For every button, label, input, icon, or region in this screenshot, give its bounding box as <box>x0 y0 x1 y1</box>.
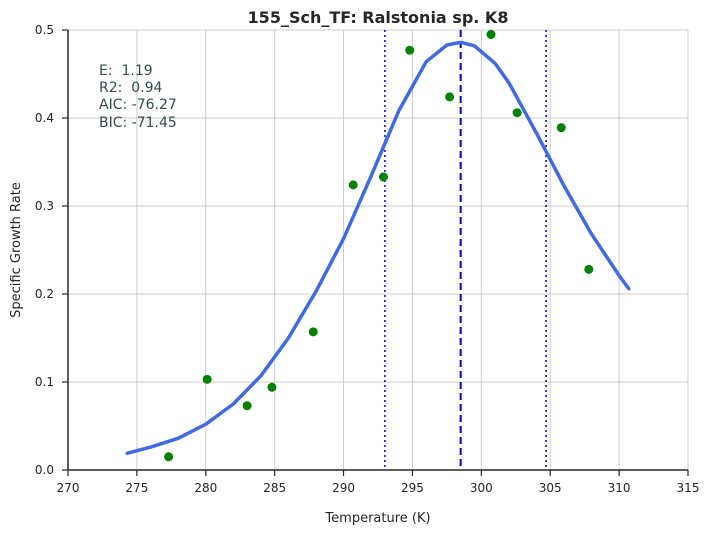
x-axis-label: Temperature (K) <box>324 511 430 526</box>
data-point <box>202 374 212 384</box>
y-tick-label: 0.4 <box>35 111 54 125</box>
data-point <box>486 29 496 39</box>
x-tick-label: 315 <box>677 481 700 495</box>
reference-lines <box>384 30 547 470</box>
stat-aic: AIC: -76.27 <box>99 97 177 113</box>
data-point <box>164 452 174 462</box>
data-point <box>556 123 566 133</box>
y-axis-label: Specific Growth Rate <box>9 182 24 318</box>
ticks: 270 275 280 285 290 295 300 305 310 315 0.0 0.1 0.2 0… <box>35 23 700 495</box>
y-tick-label: 0.0 <box>35 463 54 477</box>
fit-curve <box>125 40 631 456</box>
data-points <box>164 29 594 462</box>
data-point <box>379 172 389 182</box>
chart-title: 155_Sch_TF: Ralstonia sp. K8 <box>248 8 509 27</box>
x-tick-label: 290 <box>332 481 355 495</box>
data-point <box>405 45 415 55</box>
stat-bic: BIC: -71.45 <box>99 115 177 131</box>
x-tick-label: 280 <box>194 481 217 495</box>
fit-curve-layer <box>125 40 631 456</box>
x-tick-label: 300 <box>470 481 493 495</box>
data-point <box>267 382 277 392</box>
y-tick-label: 0.2 <box>35 287 54 301</box>
data-point <box>308 327 318 337</box>
stat-e: E: 1.19 <box>99 63 153 79</box>
data-point <box>584 264 594 274</box>
stat-r2: R2: 0.94 <box>99 80 163 96</box>
data-point <box>512 108 522 118</box>
x-tick-label: 270 <box>57 481 80 495</box>
fit-statistics: E: 1.19 R2: 0.94 AIC: -76.27 BIC: -71.45 <box>99 63 177 131</box>
axes <box>67 30 688 471</box>
data-point <box>242 401 252 411</box>
y-tick-label: 0.5 <box>35 23 54 37</box>
y-tick-label: 0.3 <box>35 199 54 213</box>
y-tick-label: 0.1 <box>35 375 54 389</box>
x-tick-label: 275 <box>125 481 148 495</box>
data-point <box>348 180 358 190</box>
x-tick-label: 310 <box>608 481 631 495</box>
data-point <box>445 92 455 102</box>
x-tick-label: 285 <box>263 481 286 495</box>
x-tick-label: 295 <box>401 481 424 495</box>
x-tick-label: 305 <box>539 481 562 495</box>
